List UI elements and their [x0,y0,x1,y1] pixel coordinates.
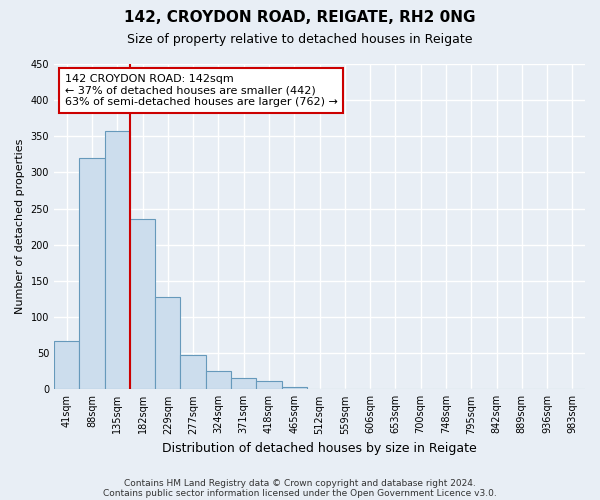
Bar [206,371,231,390]
Text: Size of property relative to detached houses in Reigate: Size of property relative to detached ho… [127,32,473,46]
Bar [535,388,560,390]
Text: Contains public sector information licensed under the Open Government Licence v3: Contains public sector information licen… [103,488,497,498]
Bar [155,298,181,390]
X-axis label: Distribution of detached houses by size in Reigate: Distribution of detached houses by size … [162,442,477,455]
Text: 142, CROYDON ROAD, REIGATE, RH2 0NG: 142, CROYDON ROAD, REIGATE, RH2 0NG [124,10,476,25]
Bar [433,388,458,390]
Bar [256,380,281,390]
Bar [181,354,206,390]
Text: 142 CROYDON ROAD: 142sqm
← 37% of detached houses are smaller (442)
63% of semi-: 142 CROYDON ROAD: 142sqm ← 37% of detach… [65,74,338,107]
Bar [104,130,130,390]
Y-axis label: Number of detached properties: Number of detached properties [15,139,25,314]
Text: Contains HM Land Registry data © Crown copyright and database right 2024.: Contains HM Land Registry data © Crown c… [124,478,476,488]
Bar [79,158,104,390]
Bar [231,378,256,390]
Bar [130,220,155,390]
Bar [54,341,79,390]
Bar [281,387,307,390]
